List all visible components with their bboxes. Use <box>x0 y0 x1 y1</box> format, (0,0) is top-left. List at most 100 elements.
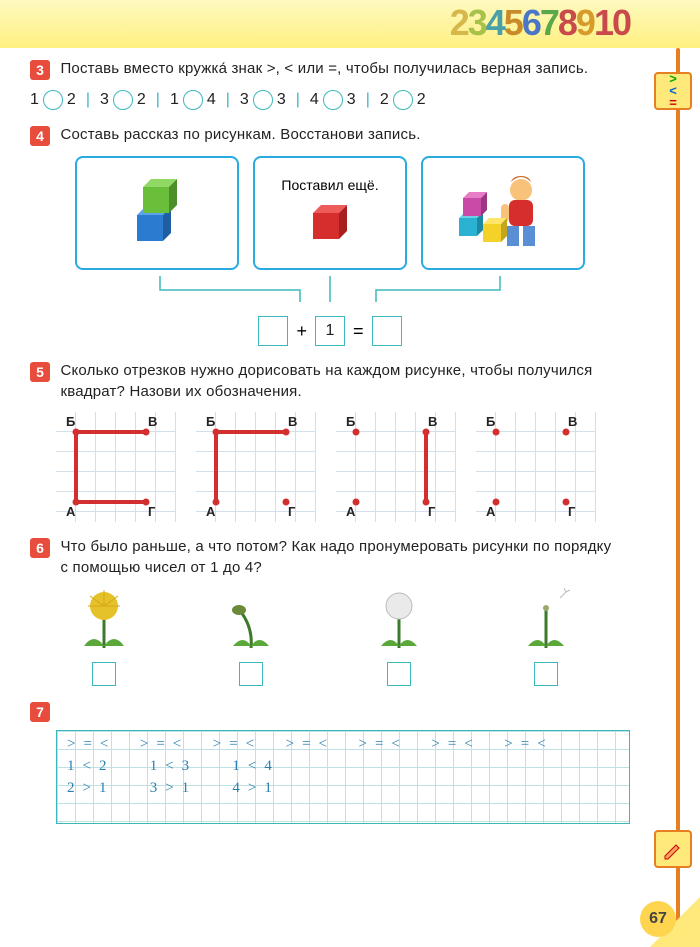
task-text: Сколько отрезков нужно дорисовать на каж… <box>60 360 620 402</box>
answer-circle[interactable] <box>43 90 63 110</box>
number: 3 <box>240 91 249 109</box>
task-text: Поставь вместо кружка́ знак >, < или =, … <box>60 58 620 79</box>
header-digit: 9 <box>576 2 594 44</box>
header-digit: 8 <box>558 2 576 44</box>
square-figure: Б В А Г <box>476 412 596 522</box>
task-5: 5 Сколько отрезков нужно дорисовать на к… <box>30 360 630 522</box>
equals-sign: = <box>353 321 364 342</box>
answer-circle[interactable] <box>183 90 203 110</box>
number-box[interactable] <box>92 662 116 686</box>
segment <box>74 432 78 502</box>
segment <box>76 430 146 434</box>
result-box[interactable] <box>372 316 402 346</box>
cubes-icon <box>117 173 197 253</box>
cube-icon <box>305 199 355 249</box>
comparison-pair: 2 2 <box>380 90 426 110</box>
header-digit: 4 <box>486 2 504 44</box>
header-digit: 5 <box>504 2 522 44</box>
task-number: 5 <box>30 362 50 382</box>
writing-grid[interactable]: >=< >=< >=< >=< >=< >=< >=< 1<2 1<3 1<4 … <box>56 730 630 824</box>
header-numbers: 2345678910 <box>450 2 630 44</box>
header-digit: 0 <box>612 2 630 44</box>
equation: + 1 = <box>30 316 630 346</box>
flower-item <box>64 588 144 686</box>
dandelion-bud-icon <box>211 588 291 658</box>
number: 2 <box>67 91 76 109</box>
answer-circle[interactable] <box>113 90 133 110</box>
dandelion-seedhead-icon <box>359 588 439 658</box>
practice-line: 2>1 3>1 4>1 <box>59 777 627 799</box>
flower-item <box>211 588 291 686</box>
task-number: 6 <box>30 538 50 558</box>
number: 2 <box>137 91 146 109</box>
separator: | <box>366 91 370 109</box>
grid-figures-row: Б В А Г Б В А Г Б В А Г Б В А Г <box>56 412 630 522</box>
number-box[interactable] <box>239 662 263 686</box>
square-figure: Б В А Г <box>56 412 176 522</box>
picture-cubes-stacked <box>75 156 239 270</box>
answer-circle[interactable] <box>323 90 343 110</box>
comparison-row: 1 2 | 3 2 | 1 4 | 3 3 | 4 3 | 2 2 <box>30 90 630 110</box>
number: 2 <box>417 91 426 109</box>
middle-label: Поставил ещё. <box>281 177 378 193</box>
comparison-pair: 1 4 <box>170 90 216 110</box>
header-digit: 7 <box>540 2 558 44</box>
comparison-pair: 3 2 <box>100 90 146 110</box>
task-3: 3 Поставь вместо кружка́ знак >, < или =… <box>30 58 630 110</box>
segment <box>216 430 286 434</box>
square-figure: Б В А Г <box>336 412 456 522</box>
separator: | <box>86 91 90 109</box>
task-number: 3 <box>30 60 50 80</box>
answer-circle[interactable] <box>393 90 413 110</box>
separator: | <box>226 91 230 109</box>
flower-item <box>506 588 586 686</box>
addend-box[interactable] <box>258 316 288 346</box>
vertex-dot <box>493 429 500 436</box>
comparison-pair: 1 2 <box>30 90 76 110</box>
task-number: 7 <box>30 702 50 722</box>
task-text: Составь рассказ по рисункам. Восстанови … <box>60 124 620 145</box>
number: 4 <box>310 91 319 109</box>
segment <box>214 432 218 502</box>
task-6: 6 Что было раньше, а что потом? Как надо… <box>30 536 630 686</box>
flower-item <box>359 588 439 686</box>
one-box: 1 <box>315 316 345 346</box>
practice-line <box>59 799 627 821</box>
separator: | <box>156 91 160 109</box>
practice-line: >=< >=< >=< >=< >=< >=< >=< <box>59 733 627 755</box>
connector-lines <box>70 276 590 306</box>
comparison-pair: 3 3 <box>240 90 286 110</box>
number: 2 <box>380 91 389 109</box>
vertex-dot <box>493 499 500 506</box>
flower-row <box>30 588 620 686</box>
vertex-dot <box>353 429 360 436</box>
vertex-dot <box>563 499 570 506</box>
child-with-cubes-icon <box>443 168 563 258</box>
page-number: 67 <box>640 901 676 937</box>
number-box[interactable] <box>534 662 558 686</box>
square-figure: Б В А Г <box>196 412 316 522</box>
number: 3 <box>100 91 109 109</box>
number: 1 <box>170 91 179 109</box>
separator: | <box>296 91 300 109</box>
pencil-icon <box>654 830 692 868</box>
workbook-page: 2345678910 ><= 3 Поставь вместо кружка́ … <box>0 0 700 947</box>
practice-line: 1<2 1<3 1<4 <box>59 755 627 777</box>
task-7: 7 >=< >=< >=< >=< >=< >=< >=< 1<2 1<3 1<… <box>30 700 630 824</box>
vertex-dot <box>563 429 570 436</box>
task-number: 4 <box>30 126 50 146</box>
picture-cube-single: Поставил ещё. <box>253 156 407 270</box>
segment <box>424 432 428 502</box>
number: 3 <box>347 91 356 109</box>
header-digit: 3 <box>468 2 486 44</box>
number-box[interactable] <box>387 662 411 686</box>
header-digit: 2 <box>450 2 468 44</box>
dandelion-empty-icon <box>506 588 586 658</box>
number: 1 <box>30 91 39 109</box>
segment <box>76 500 146 504</box>
dandelion-flower-icon <box>64 588 144 658</box>
header-digit: 1 <box>594 2 612 44</box>
answer-circle[interactable] <box>253 90 273 110</box>
header-band: 2345678910 <box>0 0 700 48</box>
picture-row: Поставил ещё. <box>30 156 630 270</box>
